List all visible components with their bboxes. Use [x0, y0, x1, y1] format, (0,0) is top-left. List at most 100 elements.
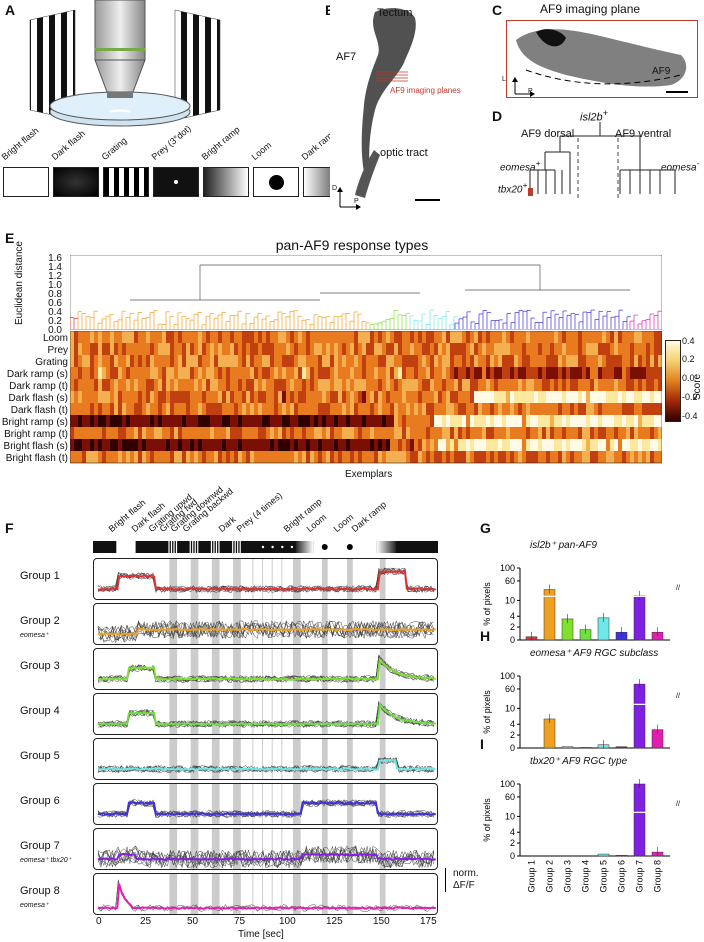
heatmap-cell: [410, 379, 414, 391]
trace-individual: [97, 880, 434, 912]
heatmap-cell: [654, 451, 658, 463]
heatmap-cell: [418, 355, 422, 367]
heatmap-cell: [282, 451, 286, 463]
stim-shade: [346, 559, 353, 599]
heatmap-cell: [194, 355, 198, 367]
heatmap-cell: [114, 355, 118, 367]
heatmap-cell: [334, 379, 338, 391]
heatmap-cell: [362, 391, 366, 403]
cbar-tick: 0.2: [682, 354, 695, 364]
heatmap-cell: [346, 403, 350, 415]
heatmap-cell: [610, 331, 614, 343]
heatmap-cell: [294, 415, 298, 427]
heatmap-cell: [198, 415, 202, 427]
heatmap-cell: [78, 415, 82, 427]
heatmap-cell: [270, 331, 274, 343]
heatmap-cell: [294, 355, 298, 367]
trace-individual: [97, 756, 434, 773]
heatmap-cell: [534, 331, 538, 343]
stim-shade: [271, 559, 273, 599]
heatmap-cell: [198, 391, 202, 403]
heatmap-cell: [70, 331, 74, 343]
heatmap-cell: [434, 427, 438, 439]
heatmap-cell: [178, 331, 182, 343]
heatmap-cell: [74, 415, 78, 427]
bar: [543, 718, 556, 749]
cbar-tick: -0.2: [682, 392, 698, 402]
heatmap-cell: [470, 355, 474, 367]
heatmap-cell: [266, 403, 270, 415]
heatmap-cell: [374, 343, 378, 355]
heatmap-cell: [434, 355, 438, 367]
heatmap-cell: [502, 367, 506, 379]
heatmap-cell: [374, 379, 378, 391]
heatmap-cell: [218, 367, 222, 379]
panel-label-f: F: [5, 520, 14, 536]
heatmap-cell: [318, 403, 322, 415]
heatmap-cell: [490, 355, 494, 367]
heatmap-cell: [618, 451, 622, 463]
heatmap-cell: [282, 403, 286, 415]
heatmap-cell: [110, 451, 114, 463]
heatmap-cell: [658, 391, 662, 403]
stim-shade: [169, 739, 178, 779]
heatmap-cell: [574, 391, 578, 403]
heatmap-cell: [258, 367, 262, 379]
stim-shade: [262, 739, 264, 779]
stim-shade: [190, 829, 199, 869]
heatmap-cell: [330, 391, 334, 403]
heatmap-cell: [382, 439, 386, 451]
heatmap-cell: [438, 367, 442, 379]
bar-ylabel: % of pixels: [482, 582, 492, 626]
heatmap-cell: [250, 379, 254, 391]
heatmap-cell: [222, 391, 226, 403]
heatmap-cell: [178, 403, 182, 415]
heatmap-cell: [138, 367, 142, 379]
heatmap-cell: [574, 379, 578, 391]
heatmap-cell: [94, 343, 98, 355]
heatmap-cell: [238, 427, 242, 439]
heatmap-cell: [450, 367, 454, 379]
stim-shade: [233, 694, 241, 734]
heatmap-cell: [546, 403, 550, 415]
xtick: 150: [373, 916, 390, 927]
xtick: 75: [234, 916, 246, 927]
heatmap-cell: [318, 427, 322, 439]
heatmap-cell: [654, 331, 658, 343]
ytick: 1.6: [48, 253, 62, 264]
heatmap-cell: [202, 439, 206, 451]
heatmap-cell: [514, 355, 518, 367]
heatmap-cell: [242, 403, 246, 415]
heatmap-cell: [318, 415, 322, 427]
heatmap-cell: [486, 415, 490, 427]
heatmap-cell: [570, 427, 574, 439]
heatmap-cell: [446, 391, 450, 403]
group-label: Group 5: [20, 750, 60, 762]
heatmap-cell: [314, 427, 318, 439]
heatmap-cell: [462, 403, 466, 415]
heatmap-cell: [322, 343, 326, 355]
heatmap-cell: [178, 391, 182, 403]
heatmap-cell: [562, 427, 566, 439]
heatmap-cell: [418, 415, 422, 427]
heatmap-cell: [226, 415, 230, 427]
heatmap-cell: [402, 331, 406, 343]
heatmap-cell: [542, 439, 546, 451]
heatmap-cell: [206, 415, 210, 427]
heatmap-cell: [450, 403, 454, 415]
heatmap-cell: [238, 379, 242, 391]
heatmap-cell: [214, 343, 218, 355]
heatmap-cell: [350, 427, 354, 439]
stim-shade: [233, 739, 241, 779]
heatmap-cell: [206, 355, 210, 367]
heatmap-cell: [302, 451, 306, 463]
heatmap-cell: [174, 439, 178, 451]
heatmap-cell: [430, 415, 434, 427]
stim-shade: [262, 559, 264, 599]
heatmap-cell: [530, 415, 534, 427]
stim-shade: [292, 694, 301, 734]
heatmap-cell: [146, 379, 150, 391]
heatmap-cell: [110, 415, 114, 427]
heatmap-cell: [282, 379, 286, 391]
heatmap-cell: [442, 427, 446, 439]
